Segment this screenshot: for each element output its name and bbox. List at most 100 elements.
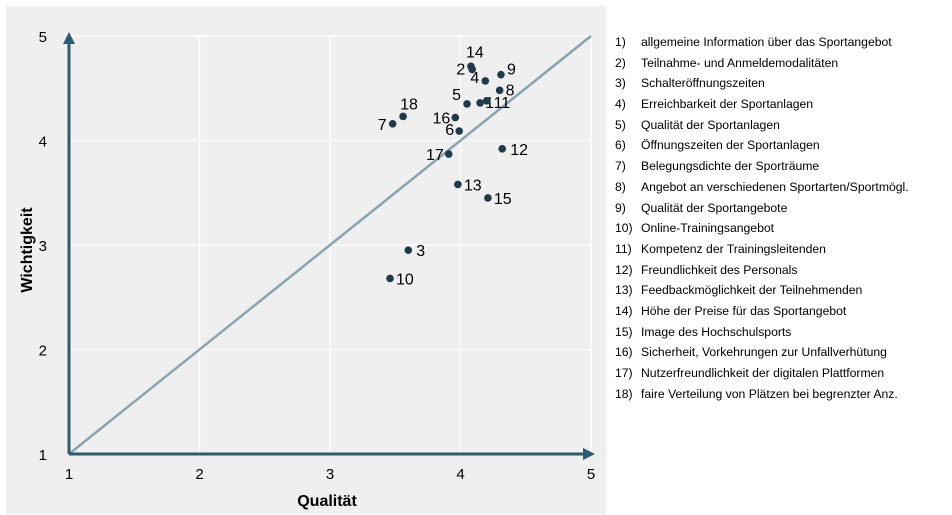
- legend-item: 11) Kompetenz der Trainingsleitenden: [615, 239, 909, 260]
- y-tick-label: 3: [39, 238, 47, 255]
- scatter-point-8: [495, 86, 504, 95]
- scatter-point-4: [481, 77, 490, 85]
- legend-item: 13) Feedbackmöglichkeit der Teilnehmenden: [615, 280, 909, 301]
- legend-item-number: 1): [615, 35, 626, 49]
- scatter-point-18: [399, 112, 407, 121]
- legend-item-text: Online-Trainingsangebot: [641, 221, 775, 236]
- legend-item-number: 15): [615, 324, 633, 339]
- legend-item: 10) Online-Trainingsangebot: [615, 218, 909, 239]
- legend-item-number: 6): [615, 138, 626, 153]
- point-label-18: 18: [400, 96, 418, 113]
- legend-item: 14) Höhe der Preise für das Sportangebot: [615, 301, 909, 322]
- legend-item-number: 14): [615, 303, 633, 318]
- legend-item-number: 9): [615, 200, 626, 215]
- legend-item-text: allgemeine Information über das Sportang…: [641, 35, 892, 49]
- y-tick-label: 1: [39, 447, 47, 464]
- legend-item: 6) Öffnungszeiten der Sportanlagen: [615, 135, 909, 156]
- legend: 1) allgemeine Information über das Sporta…: [615, 32, 909, 404]
- legend-item-number: 4): [615, 97, 626, 112]
- legend-item: 12) Freundlichkeit des Personals: [615, 260, 909, 281]
- legend-item-text: Höhe der Preise für das Sportangebot: [641, 303, 847, 318]
- scatter-point-9: [497, 70, 505, 79]
- legend-item: 18) faire Verteilung von Plätzen bei begr…: [615, 384, 909, 405]
- legend-item: 15) Image des Hochschulsports: [615, 322, 909, 343]
- x-tick-label: 2: [195, 466, 203, 483]
- point-label-12: 12: [510, 142, 528, 159]
- y-axis-arrow: [63, 32, 75, 44]
- point-label-8: 8: [506, 82, 515, 99]
- scatter-point-12: [498, 145, 507, 153]
- scatter-point-7: [388, 119, 397, 128]
- x-axis-arrow: [583, 448, 595, 460]
- legend-item-number: 5): [615, 117, 626, 132]
- point-label-6: 6: [445, 122, 454, 139]
- scatter-point-14: [467, 62, 475, 71]
- legend-item-text: Kompetenz der Trainingsleitenden: [641, 241, 826, 256]
- legend-item-number: 16): [615, 345, 633, 360]
- point-label-7: 7: [378, 117, 387, 134]
- point-label-9: 9: [507, 62, 516, 79]
- diagonal-reference-line: [68, 35, 592, 455]
- legend-item-text: Feedbackmöglichkeit der Teilnehmenden: [641, 283, 863, 298]
- legend-item-text: Nutzerfreundlichkeit der digitalen Platt…: [641, 366, 885, 380]
- legend-item-number: 7): [615, 159, 626, 174]
- scatter-point-3: [404, 246, 413, 255]
- legend-item-text: Image des Hochschulsports: [641, 324, 792, 339]
- scatter-point-13: [454, 180, 462, 189]
- scatter-point-17: [444, 150, 453, 158]
- legend-item-text: Freundlichkeit des Personals: [641, 262, 798, 277]
- legend-item: 1) allgemeine Information über das Sporta…: [615, 32, 909, 53]
- point-label-1: 1: [485, 95, 494, 112]
- point-label-13: 13: [464, 177, 482, 194]
- point-label-10: 10: [396, 271, 414, 288]
- point-label-4: 4: [470, 70, 479, 87]
- legend-item-number: 18): [615, 386, 633, 401]
- legend-item-number: 13): [615, 283, 633, 298]
- point-label-3: 3: [416, 243, 425, 260]
- legend-item-number: 11): [615, 241, 632, 256]
- x-tick-label: 4: [456, 466, 464, 483]
- legend-item-text: faire Verteilung von Plätzen bei begrenz…: [641, 386, 898, 401]
- legend-item-number: 17): [615, 366, 633, 380]
- scatter-point-5: [463, 100, 471, 108]
- legend-item-number: 12): [615, 262, 633, 277]
- point-label-14: 14: [466, 44, 484, 61]
- axes: [63, 32, 595, 460]
- legend-item-number: 10): [615, 221, 633, 236]
- legend-item-text: Öffnungszeiten der Sportanlagen: [641, 138, 820, 153]
- point-label-15: 15: [494, 191, 512, 208]
- legend-item-text: Teilnahme- und Anmeldemodalitäten: [641, 55, 839, 70]
- legend-item: 3) Schalteröffnungszeiten: [615, 73, 909, 94]
- point-label-5: 5: [452, 87, 461, 104]
- legend-item: 5) Qualität der Sportanlagen: [615, 115, 909, 136]
- legend-item-text: Schalteröffnungszeiten: [641, 76, 765, 91]
- legend-item-text: Angebot an verschiedenen Sportarten/Spor…: [641, 179, 909, 194]
- y-tick-label: 4: [39, 134, 47, 151]
- x-tick-label: 1: [65, 466, 73, 483]
- legend-item-number: 2): [615, 55, 626, 70]
- scatter-point-1: [476, 99, 484, 107]
- legend-item: 2) Teilnahme- und Anmeldemodalitäten: [615, 53, 909, 74]
- y-tick-label: 2: [39, 343, 47, 360]
- scatter-point-6: [455, 127, 463, 135]
- legend-item: 7) Belegungsdichte der Sporträume: [615, 156, 909, 177]
- y-tick-label: 5: [39, 29, 47, 46]
- scatter-point-15: [484, 194, 492, 202]
- legend-item: 8) Angebot an verschiedenen Sportarten/Sp…: [615, 177, 909, 198]
- legend-item-text: Qualität der Sportanlagen: [641, 117, 780, 132]
- x-tick-label: 5: [587, 466, 595, 483]
- y-axis-title: Wichtigkeit: [19, 207, 36, 293]
- legend-item-text: Erreichbarkeit der Sportanlagen: [641, 97, 814, 112]
- legend-item-text: Qualität der Sportangebote: [641, 200, 788, 215]
- scatter-point-11: [482, 96, 491, 105]
- x-tick-label: 3: [326, 466, 334, 483]
- legend-item: 17) Nutzerfreundlichkeit der digitalen Pl…: [615, 363, 909, 384]
- legend-item: 4) Erreichbarkeit der Sportanlagen: [615, 94, 909, 115]
- legend-item-number: 3): [615, 76, 626, 91]
- legend-item: 9) Qualität der Sportangebote: [615, 198, 909, 219]
- x-axis-title: Qualität: [297, 493, 357, 510]
